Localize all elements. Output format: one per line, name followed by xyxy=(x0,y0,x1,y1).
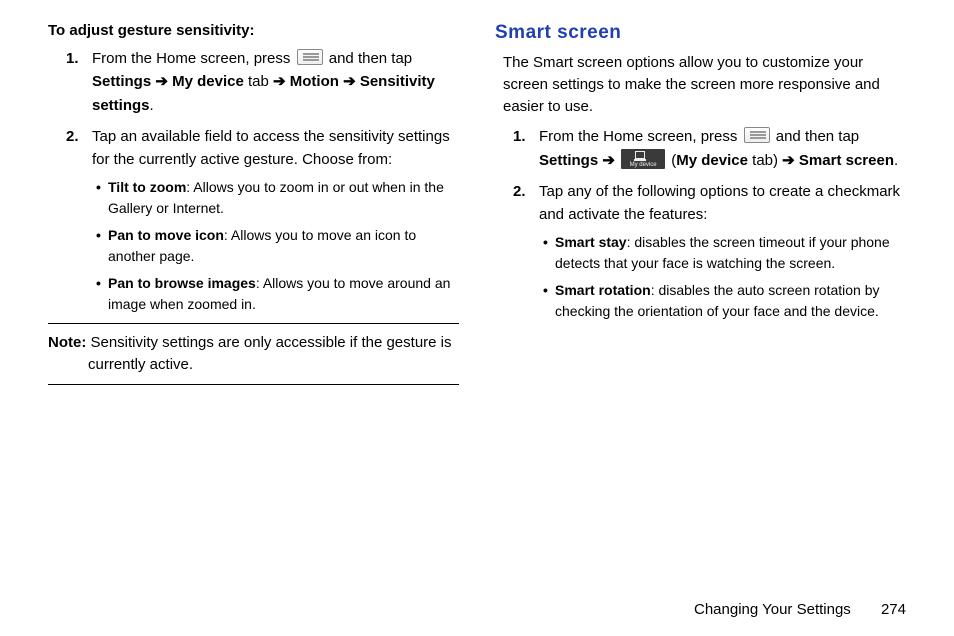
step-number: 2. xyxy=(513,180,526,203)
list-item: Smart stay: disables the screen timeout … xyxy=(543,232,906,274)
text: From the Home screen, press xyxy=(539,128,742,145)
text: Tap any of the following options to crea… xyxy=(539,183,900,223)
term: Tilt to zoom xyxy=(108,179,186,195)
note-label: Note: xyxy=(48,334,86,351)
my-device-label: My device xyxy=(676,152,748,169)
smart-screen-title: Smart screen xyxy=(495,22,906,44)
step-number: 1. xyxy=(513,125,526,148)
left-step-1: 1. From the Home screen, press and then … xyxy=(72,47,459,117)
device-glyph-icon xyxy=(635,151,645,159)
text: . xyxy=(150,97,154,114)
arrow-icon: ➔ xyxy=(598,152,619,169)
right-steps: 1. From the Home screen, press and then … xyxy=(495,125,906,322)
left-steps: 1. From the Home screen, press and then … xyxy=(48,47,459,315)
note-block: Note: Sensitivity settings are only acce… xyxy=(48,323,459,385)
gesture-heading: To adjust gesture sensitivity: xyxy=(48,22,459,39)
term: Pan to browse images xyxy=(108,275,256,291)
list-item: Pan to move icon: Allows you to move an … xyxy=(96,225,459,267)
menu-icon xyxy=(744,127,770,143)
term: Pan to move icon xyxy=(108,227,224,243)
page-content: To adjust gesture sensitivity: 1. From t… xyxy=(0,0,954,385)
settings-label: Settings xyxy=(92,73,151,90)
text: ( xyxy=(667,152,676,169)
smart-screen-label: Smart screen xyxy=(799,152,894,169)
left-column: To adjust gesture sensitivity: 1. From t… xyxy=(48,22,459,385)
smart-screen-sub-list: Smart stay: disables the screen timeout … xyxy=(539,232,906,322)
text: tab) xyxy=(748,152,782,169)
page-footer: Changing Your Settings 274 xyxy=(694,601,906,618)
arrow-icon: ➔ xyxy=(339,73,360,90)
footer-section: Changing Your Settings xyxy=(694,601,851,618)
menu-icon xyxy=(297,49,323,65)
step-number: 2. xyxy=(66,125,79,148)
right-step-2: 2. Tap any of the following options to c… xyxy=(519,180,906,323)
right-step-1: 1. From the Home screen, press and then … xyxy=(519,125,906,172)
text: tab xyxy=(244,73,273,90)
motion-label: Motion xyxy=(290,73,339,90)
text: Tap an available field to access the sen… xyxy=(92,128,450,168)
arrow-icon: ➔ xyxy=(151,73,172,90)
note-text: Sensitivity settings are only accessible… xyxy=(86,334,451,373)
list-item: Pan to browse images: Allows you to move… xyxy=(96,273,459,315)
step-number: 1. xyxy=(66,47,79,70)
gesture-sub-list: Tilt to zoom: Allows you to zoom in or o… xyxy=(92,177,459,315)
page-number: 274 xyxy=(881,601,906,618)
my-device-tab-icon: My device xyxy=(621,149,665,169)
arrow-icon: ➔ xyxy=(273,73,290,90)
text: and then tap xyxy=(325,50,413,67)
settings-label: Settings xyxy=(539,152,598,169)
term: Smart stay xyxy=(555,234,627,250)
device-icon-label: My device xyxy=(621,162,665,168)
note-body: Note: Sensitivity settings are only acce… xyxy=(48,332,459,376)
text: and then tap xyxy=(772,128,860,145)
arrow-icon: ➔ xyxy=(782,152,799,169)
left-step-2: 2. Tap an available field to access the … xyxy=(72,125,459,316)
list-item: Smart rotation: disables the auto screen… xyxy=(543,280,906,322)
right-column: Smart screen The Smart screen options al… xyxy=(495,22,906,385)
text: . xyxy=(894,152,898,169)
term: Smart rotation xyxy=(555,282,651,298)
list-item: Tilt to zoom: Allows you to zoom in or o… xyxy=(96,177,459,219)
my-device-label: My device xyxy=(172,73,244,90)
smart-screen-intro: The Smart screen options allow you to cu… xyxy=(495,52,906,117)
text: From the Home screen, press xyxy=(92,50,295,67)
